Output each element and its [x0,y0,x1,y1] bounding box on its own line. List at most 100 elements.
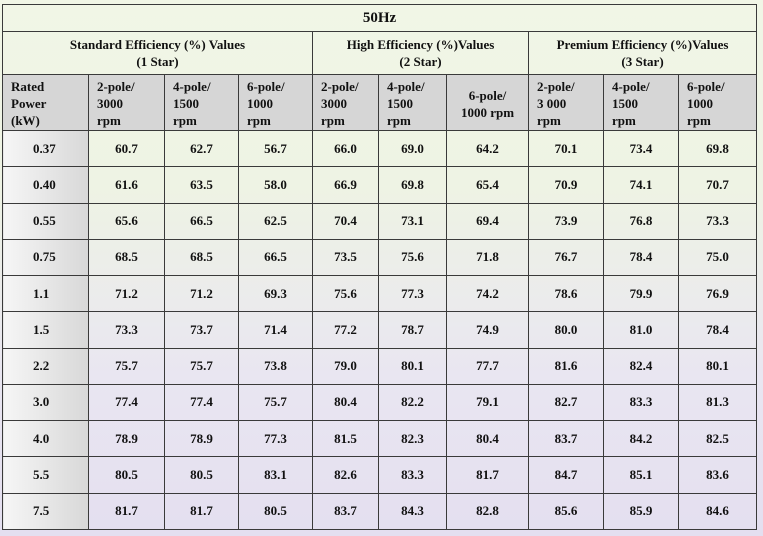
efficiency-value-cell: 82.5 [677,420,758,458]
efficiency-value-cell: 78.6 [528,275,604,313]
efficiency-value-cell: 81.7 [446,456,529,494]
efficiency-value-cell: 74.9 [446,311,529,349]
table-row: 0.75 68.5 68.5 66.5 73.5 75.6 71.8 76.7 78.4 75.0 [2,238,758,277]
efficiency-value-cell: 71.2 [164,275,239,313]
efficiency-value-cell: 73.7 [164,311,239,349]
efficiency-value-cell: 74.1 [603,166,679,204]
efficiency-value-cell: 71.8 [446,238,529,277]
efficiency-value-cell: 75.6 [378,238,447,277]
rated-power-cell: 1.5 [2,311,89,349]
efficiency-value-cell: 81.7 [164,492,239,531]
efficiency-value-cell: 73.4 [603,129,679,168]
efficiency-value-cell: 80.5 [164,456,239,494]
rated-power-cell: 0.75 [2,238,89,277]
table-row: 7.5 81.7 81.7 80.5 83.7 84.3 82.8 85.6 85.9 84.6 [2,492,758,531]
efficiency-value-cell: 62.7 [164,129,239,168]
table-row: 5.5 80.5 80.5 83.1 82.6 83.3 81.7 84.7 85.1 83.6 [2,456,758,494]
efficiency-value-cell: 76.7 [528,238,604,277]
column-header: 4-pole/1500 rpm [164,74,239,131]
efficiency-value-cell: 84.2 [603,420,679,458]
efficiency-value-cell: 73.3 [677,202,758,240]
column-header: 2-pole/3 000 rpm [528,74,604,131]
efficiency-value-cell: 70.7 [677,166,758,204]
efficiency-value-cell: 75.7 [88,347,165,385]
efficiency-value-cell: 82.6 [312,456,379,494]
efficiency-value-cell: 78.4 [677,311,758,349]
column-header: 6-pole/1000 rpm [677,74,758,131]
efficiency-value-cell: 73.9 [528,202,604,240]
efficiency-value-cell: 78.9 [88,420,165,458]
efficiency-value-cell: 84.6 [677,492,758,531]
rated-power-cell: 0.37 [2,129,89,168]
table-row: 1.5 73.3 73.7 71.4 77.2 78.7 74.9 80.0 81.0 78.4 [2,311,758,349]
efficiency-value-cell: 81.6 [528,347,604,385]
efficiency-value-cell: 80.4 [312,383,379,422]
efficiency-value-cell: 82.8 [446,492,529,531]
rated-power-cell: 5.5 [2,456,89,494]
efficiency-value-cell: 80.1 [378,347,447,385]
efficiency-value-cell: 70.1 [528,129,604,168]
efficiency-value-cell: 73.5 [312,238,379,277]
efficiency-value-cell: 66.5 [164,202,239,240]
table-row: 2.2 75.7 75.7 73.8 79.0 80.1 77.7 81.6 82.4 80.1 [2,347,758,385]
efficiency-value-cell: 85.6 [528,492,604,531]
efficiency-value-cell: 79.1 [446,383,529,422]
efficiency-value-cell: 60.7 [88,129,165,168]
efficiency-value-cell: 73.1 [378,202,447,240]
efficiency-value-cell: 77.2 [312,311,379,349]
column-header: 6-pole/1000 rpm [238,74,313,131]
efficiency-value-cell: 80.0 [528,311,604,349]
rated-power-cell: 1.1 [2,275,89,313]
rated-power-cell: 0.55 [2,202,89,240]
efficiency-value-cell: 68.5 [164,238,239,277]
table-row: 0.55 65.6 66.5 62.5 70.4 73.1 69.4 73.9 76.8 73.3 [2,202,758,240]
table-row: 3.0 77.4 77.4 75.7 80.4 82.2 79.1 82.7 83.3 81.3 [2,383,758,422]
efficiency-value-cell: 69.4 [446,202,529,240]
table-row: 0.40 61.6 63.5 58.0 66.9 69.8 65.4 70.9 74.1 70.7 [2,166,758,204]
efficiency-value-cell: 83.1 [238,456,313,494]
efficiency-value-cell: 75.6 [312,275,379,313]
efficiency-value-cell: 74.2 [446,275,529,313]
efficiency-value-cell: 82.2 [378,383,447,422]
efficiency-value-cell: 83.3 [603,383,679,422]
efficiency-value-cell: 65.4 [446,166,529,204]
group-header-premium: Premium Efficiency (%)Values (3 Star) [527,31,758,75]
efficiency-value-cell: 66.9 [312,166,379,204]
efficiency-value-cell: 78.7 [378,311,447,349]
efficiency-value-cell: 64.2 [446,129,529,168]
efficiency-value-cell: 82.4 [603,347,679,385]
efficiency-value-cell: 81.5 [312,420,379,458]
column-header: 4-pole/1500 rpm [603,74,679,131]
efficiency-value-cell: 73.3 [88,311,165,349]
table-row: 1.1 71.2 71.2 69.3 75.6 77.3 74.2 78.6 79.9 76.9 [2,275,758,313]
column-header: 6-pole/1000 rpm [446,74,529,131]
efficiency-value-cell: 66.5 [238,238,313,277]
efficiency-value-cell: 75.0 [677,238,758,277]
efficiency-value-cell: 76.8 [603,202,679,240]
efficiency-value-cell: 83.7 [528,420,604,458]
efficiency-value-cell: 69.8 [677,129,758,168]
efficiency-value-cell: 77.4 [88,383,165,422]
efficiency-value-cell: 84.3 [378,492,447,531]
column-header: 4-pole/1500 rpm [378,74,447,131]
efficiency-value-cell: 73.8 [238,347,313,385]
efficiency-value-cell: 68.5 [88,238,165,277]
efficiency-value-cell: 77.3 [378,275,447,313]
rated-power-cell: 4.0 [2,420,89,458]
efficiency-value-cell: 81.0 [603,311,679,349]
efficiency-value-cell: 83.3 [378,456,447,494]
table-row: 4.0 78.9 78.9 77.3 81.5 82.3 80.4 83.7 84.2 82.5 [2,420,758,458]
efficiency-value-cell: 82.7 [528,383,604,422]
efficiency-value-cell: 69.8 [378,166,447,204]
efficiency-value-cell: 58.0 [238,166,313,204]
frequency-title: 50Hz [1,4,758,32]
efficiency-value-cell: 81.3 [677,383,758,422]
efficiency-value-cell: 70.9 [528,166,604,204]
column-header: 2-pole/3000 rpm [312,74,379,131]
efficiency-value-cell: 71.4 [238,311,313,349]
rated-power-cell: 2.2 [2,347,89,385]
efficiency-value-cell: 65.6 [88,202,165,240]
efficiency-value-cell: 75.7 [164,347,239,385]
efficiency-value-cell: 83.6 [677,456,758,494]
rated-power-cell: 7.5 [2,492,89,531]
